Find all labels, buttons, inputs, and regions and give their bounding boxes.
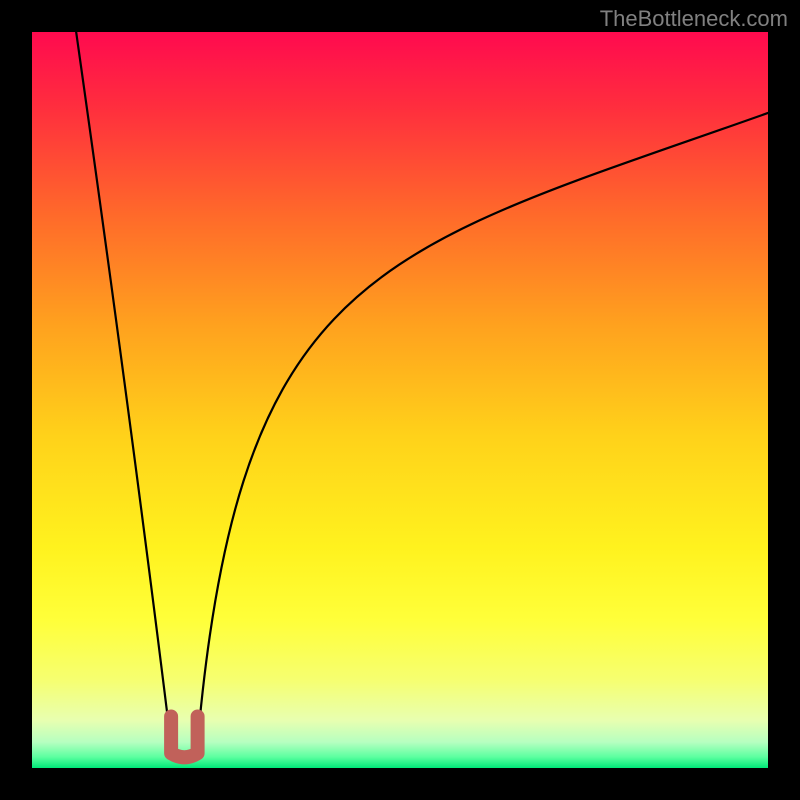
chart-container: TheBottleneck.com (0, 0, 800, 800)
curve-layer (32, 32, 768, 768)
bottleneck-curve (76, 32, 768, 756)
plot-area (32, 32, 768, 768)
dip-marker (171, 716, 197, 757)
watermark-text: TheBottleneck.com (600, 6, 788, 32)
